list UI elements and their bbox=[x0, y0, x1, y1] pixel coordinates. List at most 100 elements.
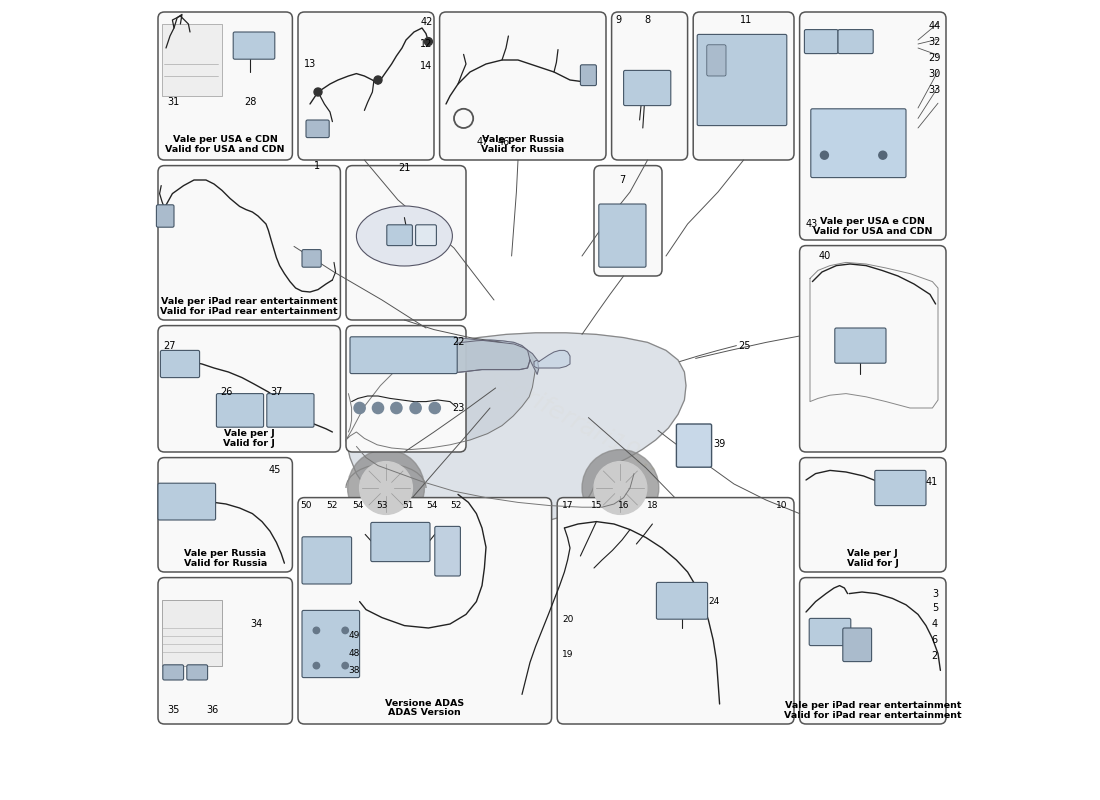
Polygon shape bbox=[346, 333, 686, 522]
Text: 13: 13 bbox=[304, 59, 316, 69]
FancyBboxPatch shape bbox=[156, 205, 174, 227]
Circle shape bbox=[342, 627, 349, 634]
FancyBboxPatch shape bbox=[810, 618, 850, 646]
Text: 4: 4 bbox=[932, 619, 938, 629]
Circle shape bbox=[354, 402, 365, 414]
FancyBboxPatch shape bbox=[676, 424, 712, 467]
Text: 41: 41 bbox=[926, 477, 938, 486]
Text: Vale per USA e CDN: Vale per USA e CDN bbox=[821, 217, 925, 226]
Circle shape bbox=[429, 402, 440, 414]
Text: 35: 35 bbox=[167, 706, 180, 715]
FancyBboxPatch shape bbox=[161, 350, 199, 378]
Text: 24: 24 bbox=[708, 597, 719, 606]
Text: 42: 42 bbox=[420, 17, 432, 26]
Circle shape bbox=[425, 38, 432, 46]
Polygon shape bbox=[428, 340, 530, 373]
Bar bbox=[162, 600, 222, 666]
Text: Vale per Russia: Vale per Russia bbox=[184, 549, 266, 558]
Text: 52: 52 bbox=[450, 501, 461, 510]
Text: 47: 47 bbox=[476, 138, 488, 147]
Text: 54: 54 bbox=[426, 501, 438, 510]
FancyBboxPatch shape bbox=[298, 12, 434, 160]
FancyBboxPatch shape bbox=[158, 458, 293, 572]
Text: 45: 45 bbox=[268, 466, 280, 475]
FancyBboxPatch shape bbox=[598, 204, 646, 267]
Circle shape bbox=[360, 462, 412, 514]
Text: Vale per iPad rear entertainment: Vale per iPad rear entertainment bbox=[161, 297, 338, 306]
Text: 49: 49 bbox=[349, 631, 360, 641]
Text: Vale per J: Vale per J bbox=[847, 549, 899, 558]
Text: 28: 28 bbox=[244, 97, 256, 106]
Text: 26: 26 bbox=[220, 387, 233, 397]
FancyBboxPatch shape bbox=[158, 578, 293, 724]
FancyBboxPatch shape bbox=[350, 337, 458, 374]
Text: 8: 8 bbox=[645, 15, 650, 25]
FancyBboxPatch shape bbox=[800, 246, 946, 452]
Text: 10: 10 bbox=[777, 501, 788, 510]
FancyBboxPatch shape bbox=[697, 34, 786, 126]
Text: 33: 33 bbox=[928, 85, 940, 94]
Text: 19: 19 bbox=[562, 650, 573, 659]
Circle shape bbox=[314, 627, 320, 634]
Text: 14: 14 bbox=[420, 62, 432, 71]
Text: Valid for iPad rear entertainment: Valid for iPad rear entertainment bbox=[784, 710, 961, 720]
Text: 2: 2 bbox=[932, 651, 938, 661]
Text: 34: 34 bbox=[250, 619, 262, 629]
Text: Valid for USA and CDN: Valid for USA and CDN bbox=[813, 226, 933, 236]
Circle shape bbox=[342, 662, 349, 669]
Text: 5: 5 bbox=[932, 603, 938, 613]
Text: 51: 51 bbox=[402, 501, 414, 510]
FancyBboxPatch shape bbox=[267, 394, 314, 427]
FancyBboxPatch shape bbox=[387, 225, 412, 246]
Text: Valid for J: Valid for J bbox=[847, 558, 899, 568]
Text: Vale per USA e CDN: Vale per USA e CDN bbox=[173, 135, 277, 145]
FancyBboxPatch shape bbox=[233, 32, 275, 59]
FancyBboxPatch shape bbox=[298, 498, 551, 724]
Text: 44: 44 bbox=[928, 21, 940, 30]
FancyBboxPatch shape bbox=[874, 470, 926, 506]
FancyBboxPatch shape bbox=[838, 30, 873, 54]
Polygon shape bbox=[534, 350, 570, 368]
Text: 23: 23 bbox=[452, 403, 465, 413]
FancyBboxPatch shape bbox=[440, 12, 606, 160]
Circle shape bbox=[821, 151, 828, 159]
Text: 20: 20 bbox=[562, 615, 573, 625]
Text: Valid for Russia: Valid for Russia bbox=[184, 558, 267, 568]
Circle shape bbox=[373, 402, 384, 414]
FancyBboxPatch shape bbox=[158, 12, 293, 160]
Text: ADAS Version: ADAS Version bbox=[388, 708, 461, 718]
Text: 52: 52 bbox=[327, 501, 338, 510]
Text: Valid for iPad rear entertainment: Valid for iPad rear entertainment bbox=[161, 306, 338, 316]
FancyBboxPatch shape bbox=[800, 12, 946, 240]
FancyBboxPatch shape bbox=[811, 109, 906, 178]
FancyBboxPatch shape bbox=[657, 582, 707, 619]
FancyBboxPatch shape bbox=[306, 120, 329, 138]
Polygon shape bbox=[346, 340, 536, 450]
Circle shape bbox=[314, 88, 322, 96]
Ellipse shape bbox=[356, 206, 452, 266]
Text: Vale per J: Vale per J bbox=[223, 429, 275, 438]
Text: 1: 1 bbox=[314, 162, 320, 171]
Text: Valid for J: Valid for J bbox=[223, 438, 275, 448]
Text: Vale per iPad rear entertainment: Vale per iPad rear entertainment bbox=[784, 701, 961, 710]
Text: 15: 15 bbox=[591, 501, 602, 510]
Circle shape bbox=[348, 450, 425, 526]
Circle shape bbox=[594, 462, 647, 514]
Text: 29: 29 bbox=[928, 53, 940, 62]
FancyBboxPatch shape bbox=[158, 166, 340, 320]
FancyBboxPatch shape bbox=[302, 610, 360, 678]
FancyBboxPatch shape bbox=[612, 12, 688, 160]
FancyBboxPatch shape bbox=[594, 166, 662, 276]
Text: 54: 54 bbox=[352, 501, 364, 510]
FancyBboxPatch shape bbox=[158, 483, 216, 520]
FancyBboxPatch shape bbox=[158, 326, 340, 452]
FancyBboxPatch shape bbox=[434, 526, 461, 576]
Text: 43: 43 bbox=[806, 219, 818, 229]
FancyBboxPatch shape bbox=[804, 30, 838, 54]
Text: 21: 21 bbox=[398, 163, 410, 173]
Text: 48: 48 bbox=[349, 649, 360, 658]
Text: 37: 37 bbox=[271, 387, 283, 397]
Text: 53: 53 bbox=[376, 501, 387, 510]
Text: 6: 6 bbox=[932, 635, 938, 645]
Circle shape bbox=[314, 662, 320, 669]
